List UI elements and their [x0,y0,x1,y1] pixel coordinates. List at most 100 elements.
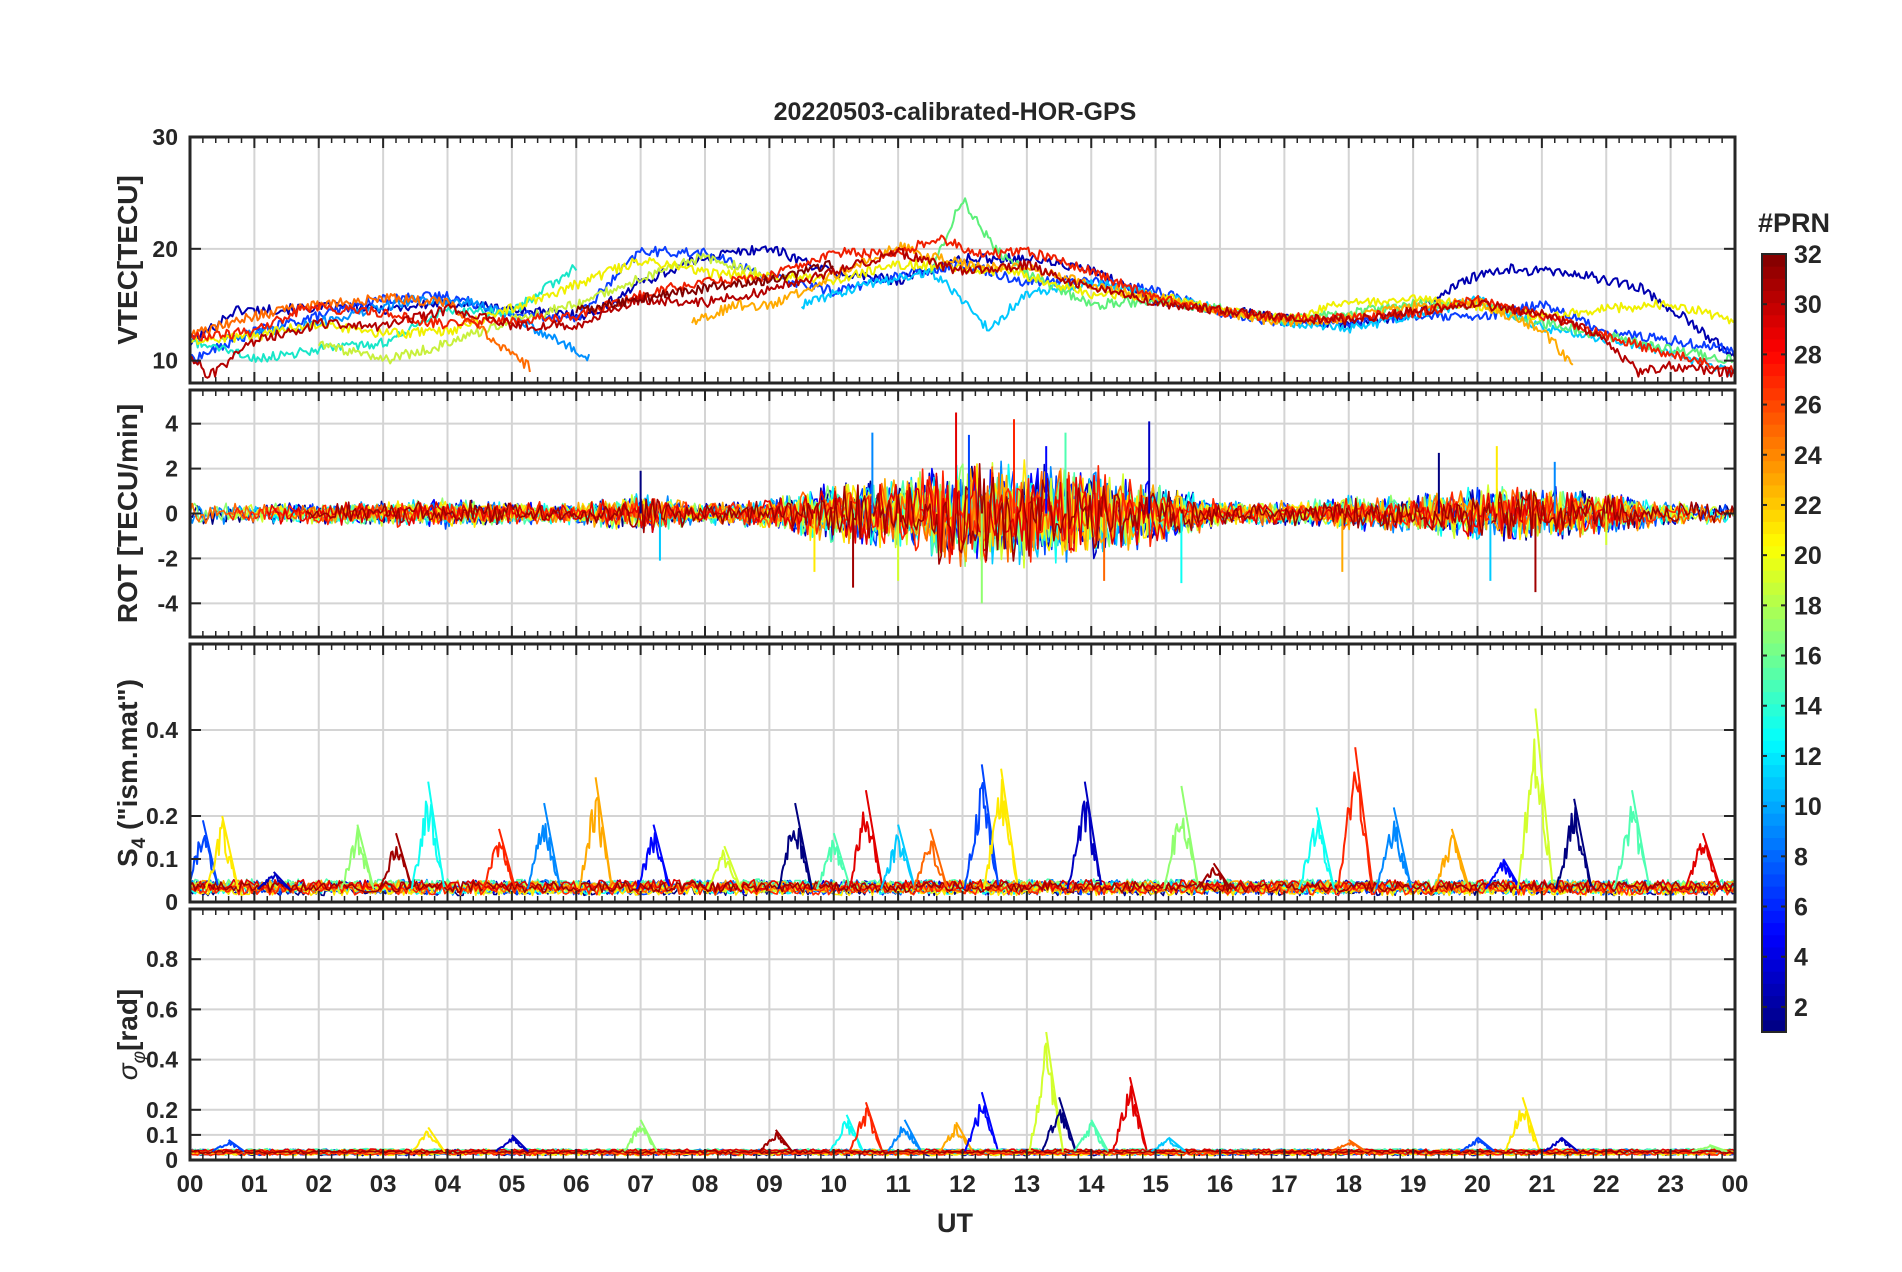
panel-rot: -4 -2 0 2 4 ROT [TECU/min] [112,388,1737,639]
spike-s4 [410,781,445,890]
series-prn-31 [305,463,1735,565]
x-axis-label: UT [937,1208,973,1238]
colorbar-segment [1762,654,1786,668]
spike-s4 [205,815,240,890]
spike-sigma_phi [1543,1136,1579,1153]
spike-s4 [880,824,916,890]
spike-sigma_phi [1459,1136,1495,1153]
spike-s4 [777,802,813,890]
colorbar-tick-label: 18 [1794,592,1822,620]
colorbar-tick-label: 12 [1794,743,1822,771]
y-axis-label-suffix: [rad] [112,989,143,1051]
colorbar-segment [1762,277,1786,291]
x-tick-label: 18 [1335,1171,1362,1198]
colorbar-segment [1762,1007,1786,1021]
colorbar-segment [1762,788,1786,802]
colorbar-segment [1762,824,1786,838]
spike-s4 [912,828,948,890]
colorbar-segment [1762,764,1786,778]
colorbar-segment [1762,448,1786,462]
colorbar-tick-label: 20 [1794,542,1822,570]
x-tick-label: 02 [305,1171,332,1198]
spike-s4 [635,824,670,890]
colorbar-segment [1762,375,1786,389]
y-axis-label: ROT [TECU/min] [112,404,143,623]
colorbar-segment [1762,472,1786,486]
y-tick-label: 0.4 [146,1047,178,1073]
spike-s4 [481,828,516,890]
colorbar-segment [1762,387,1786,401]
spike-sigma_phi [1504,1096,1540,1152]
spike-s4 [1683,832,1722,890]
spike-sigma_phi [411,1126,446,1153]
y-tick-label: 0.6 [146,996,178,1022]
spike-s4 [577,777,613,890]
colorbar-tick-label: 16 [1794,643,1822,671]
y-tick-label: 30 [152,124,178,150]
spike-s4 [1163,785,1200,890]
colorbar-segment [1762,399,1786,413]
y-axis-label-suffix: ("ism.mat") [112,679,143,838]
x-tick-label: 03 [370,1171,397,1198]
spike-s4 [1484,858,1522,890]
colorbar-segment [1762,970,1786,984]
x-tick-label: 17 [1271,1171,1298,1198]
colorbar-segment [1762,715,1786,729]
colorbar-tick-label: 4 [1794,944,1808,972]
y-tick-label: 0.1 [146,1122,178,1148]
y-tick-label: 0 [165,1147,178,1173]
x-tick-label: 13 [1014,1171,1041,1198]
spike-s4 [1555,798,1592,890]
series-prn-5 [190,245,1735,364]
colorbar-segment [1762,569,1786,583]
y-tick-label: 10 [152,348,178,374]
series-prn-27 [190,234,1735,375]
colorbar-segment [1762,1019,1786,1033]
x-tick-label: 22 [1593,1171,1620,1198]
colorbar-segment [1762,581,1786,595]
colorbar-segment [1762,885,1786,899]
colorbar-segment [1762,557,1786,571]
panel-sigma_phi: 00.10.2 0.4 0.6 0.8 σφ[rad] [112,907,1737,1173]
y-axis-label-subscript: 4 [129,837,150,848]
colorbar-segment [1762,350,1786,364]
spike-s4 [1195,862,1232,890]
colorbar-segment [1762,691,1786,705]
spike-s4 [706,845,742,890]
y-axis-label: S4 ("ism.mat") [112,679,150,867]
colorbar-segment [1762,861,1786,875]
spike-sigma_phi [1111,1076,1148,1152]
y-tick-label: 0.2 [146,803,178,829]
spike-sigma_phi [495,1134,529,1153]
series-prn-23 [190,879,1735,892]
y-tick-label: 0.2 [146,1097,178,1123]
series-prn-32 [575,260,834,314]
colorbar-segment [1762,922,1786,936]
spike-sigma_phi [758,1129,793,1152]
colorbar-segment [1762,739,1786,753]
series-group [190,197,1735,379]
colorbar-segment [1762,435,1786,449]
x-tick-label: 08 [692,1171,719,1198]
colorbar-tick-label: 10 [1794,793,1822,821]
colorbar-segment [1762,484,1786,498]
spike-s4 [815,832,852,890]
x-tick-label: 23 [1657,1171,1684,1198]
spike-s4 [1613,790,1650,890]
y-tick-label: 0.1 [146,846,178,872]
colorbar-segment [1762,289,1786,304]
x-tick-label: 11 [885,1171,910,1198]
y-tick-label: 20 [152,236,178,262]
y-tick-label: -2 [158,545,178,571]
colorbar-segment [1762,727,1786,741]
colorbar-segment [1762,593,1786,608]
x-tick-label: 05 [499,1171,526,1198]
series-group [190,708,1735,897]
colorbar-tick-label: 22 [1794,492,1822,520]
colorbar-segment [1762,314,1786,328]
colorbar-segment [1762,837,1786,851]
spike-s4 [256,871,291,890]
colorbar-segment [1762,460,1786,474]
spike-s4 [1066,781,1102,890]
